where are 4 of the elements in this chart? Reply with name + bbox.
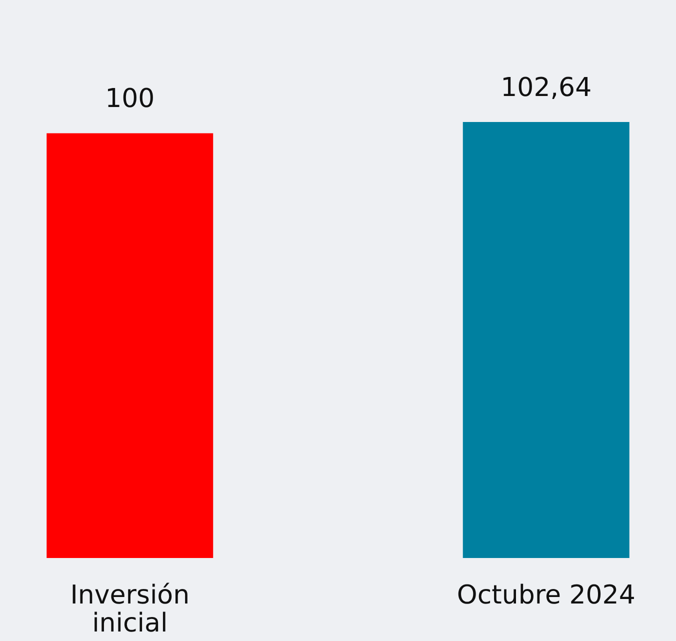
- data-label: 100: [105, 84, 155, 114]
- x-tick-label: Octubre 2024: [456, 580, 636, 610]
- x-tick-label: Inversión inicial: [70, 580, 190, 638]
- data-label: 102,64: [500, 73, 592, 103]
